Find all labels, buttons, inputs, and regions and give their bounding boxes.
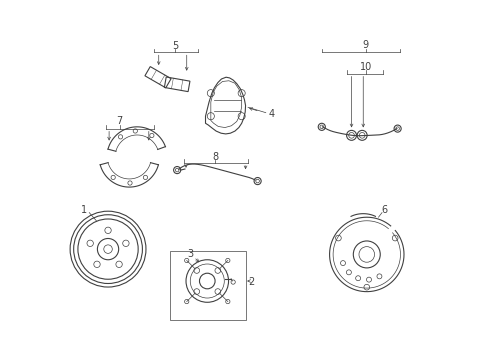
Text: 10: 10	[359, 62, 371, 72]
Text: 2: 2	[248, 277, 254, 287]
Text: 5: 5	[172, 41, 178, 51]
Text: 6: 6	[381, 205, 387, 215]
Text: 4: 4	[268, 109, 274, 119]
Bar	[170, 251, 246, 320]
Text: 7: 7	[116, 116, 122, 126]
Text: 9: 9	[362, 40, 368, 50]
Text: 3: 3	[186, 249, 193, 259]
Text: 1: 1	[81, 205, 87, 215]
Text: 8: 8	[212, 152, 218, 162]
